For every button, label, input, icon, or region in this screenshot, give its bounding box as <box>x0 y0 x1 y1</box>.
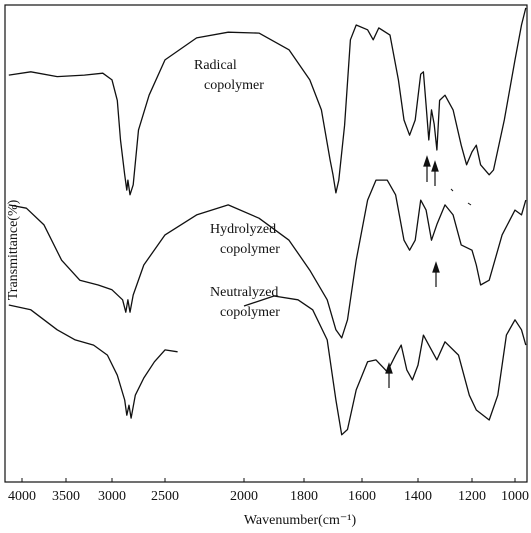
specks <box>450 188 472 206</box>
x-tick-label: 1800 <box>290 489 318 504</box>
spectrum-line <box>8 295 527 436</box>
arrow-head <box>432 261 440 273</box>
x-tick-label: 3500 <box>52 489 80 504</box>
plot-frame <box>4 4 528 483</box>
annotation: copolymer <box>204 78 264 93</box>
arrows <box>385 155 440 388</box>
annotation: Hydrolyzed <box>210 222 276 237</box>
arrow-head <box>431 160 439 172</box>
annotation: Radical <box>194 58 237 73</box>
x-tick-label: 2500 <box>151 489 179 504</box>
speck <box>450 188 454 192</box>
x-tick-label: 1000 <box>501 489 529 504</box>
x-tick-label: 1200 <box>458 489 486 504</box>
annotation: copolymer <box>220 242 280 257</box>
x-tick-label: 2000 <box>230 489 258 504</box>
spectrum-line <box>8 179 527 339</box>
arrow-head <box>423 155 431 167</box>
x-tick-label: 3000 <box>98 489 126 504</box>
annotation: copolymer <box>220 305 280 320</box>
annotation: Neutralyzed <box>210 285 278 300</box>
y-axis-label: Transmittance(%) <box>6 199 21 300</box>
speck <box>467 202 472 206</box>
x-tick-label: 1400 <box>404 489 432 504</box>
spectrum-line <box>8 7 527 196</box>
x-tick-label: 4000 <box>8 489 36 504</box>
x-axis-label: Wavenumber(cm⁻¹) <box>244 513 357 528</box>
x-tick-label: 1600 <box>348 489 376 504</box>
